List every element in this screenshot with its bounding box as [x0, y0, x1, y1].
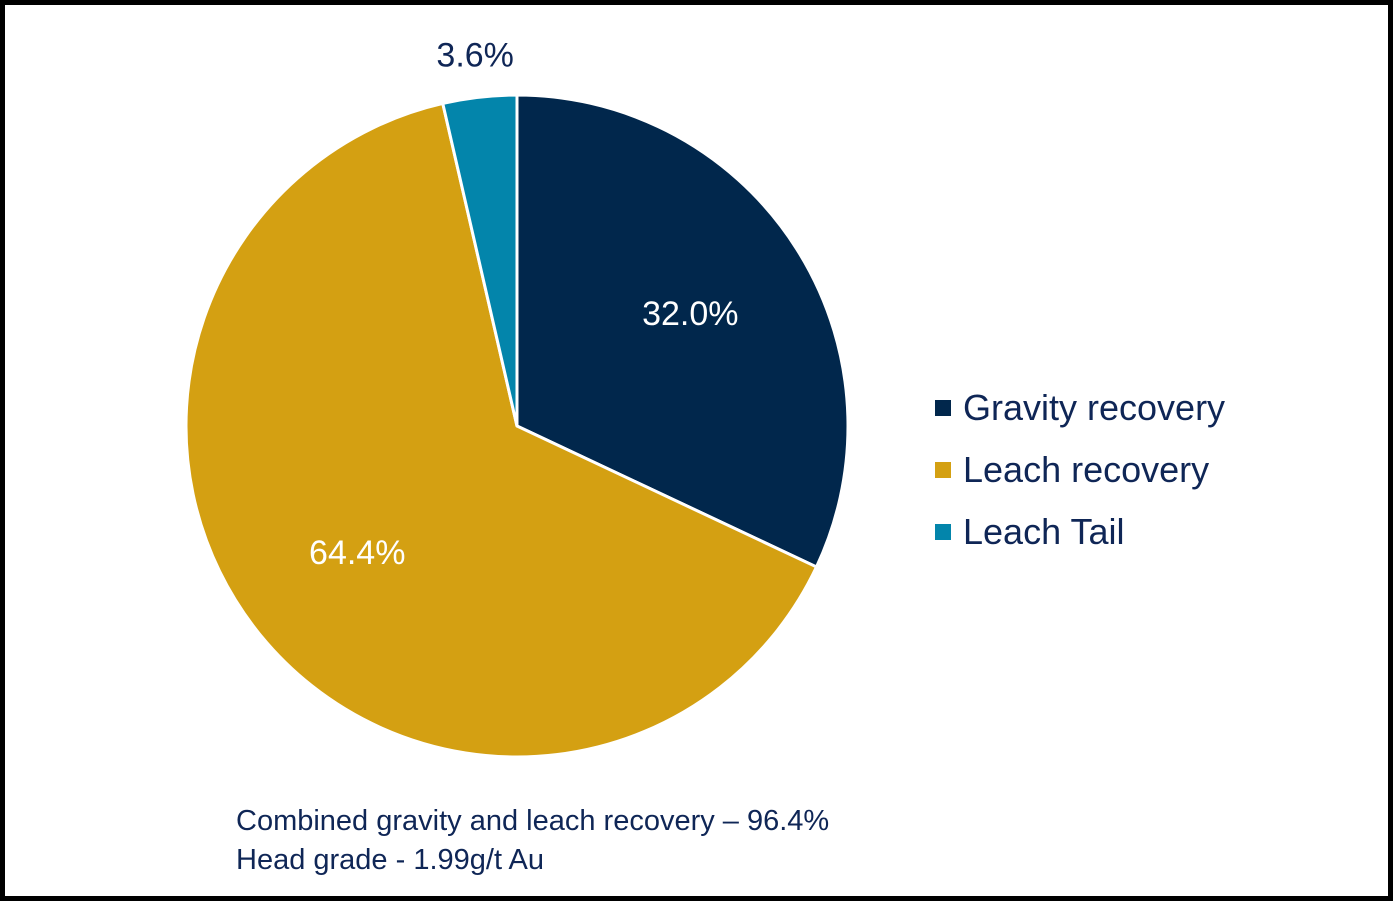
pie-slices — [184, 93, 850, 759]
legend-label-leach-recovery: Leach recovery — [963, 449, 1210, 490]
pie-label-leach-tail: 3.6% — [436, 37, 514, 75]
note-combined-recovery: Combined gravity and leach recovery – 96… — [236, 805, 830, 837]
legend-label-leach-tail: Leach Tail — [963, 511, 1125, 552]
pie-label-gravity-recovery: 32.0% — [642, 295, 738, 333]
pie-slice-gravity-recovery — [515, 93, 850, 569]
chart-notes: Combined gravity and leach recovery – 96… — [236, 802, 829, 880]
legend: Gravity recovery Leach recovery Leach Ta… — [935, 377, 1225, 563]
legend-item-leach-tail: Leach Tail — [935, 501, 1225, 563]
pie-slice-labels: 32.0% 64.4% 3.6% — [309, 37, 738, 572]
pie-slice-leach-recovery — [184, 101, 818, 759]
legend-swatch-gravity-recovery — [935, 400, 951, 416]
pie-chart: 32.0% 64.4% 3.6% — [184, 37, 850, 759]
legend-swatch-leach-recovery — [935, 462, 951, 478]
legend-swatch-leach-tail — [935, 524, 951, 540]
pie-label-leach-recovery: 64.4% — [309, 534, 405, 572]
legend-item-gravity-recovery: Gravity recovery — [935, 377, 1225, 439]
legend-label-gravity-recovery: Gravity recovery — [963, 387, 1226, 428]
note-head-grade: Head grade - 1.99g/t Au — [236, 844, 544, 876]
pie-slice-leach-tail — [441, 93, 519, 428]
legend-item-leach-recovery: Leach recovery — [935, 439, 1225, 501]
